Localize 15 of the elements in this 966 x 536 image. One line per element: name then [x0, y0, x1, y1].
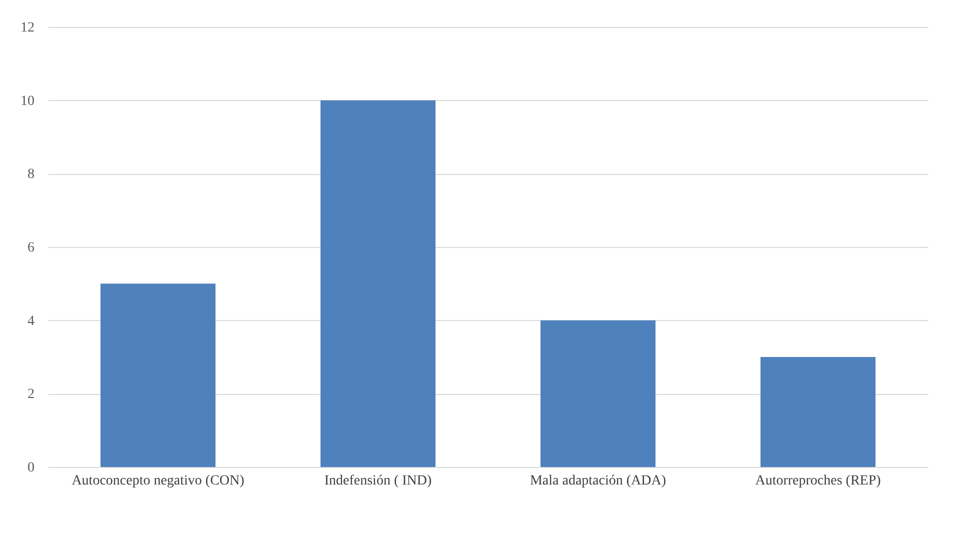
y-tick-label: 8 — [28, 167, 34, 182]
bar — [320, 100, 436, 467]
y-tick-label: 0 — [28, 460, 34, 476]
x-tick-label: Autoconcepto negativo (CON) — [72, 474, 245, 488]
bar — [100, 284, 216, 467]
y-tick-label: 4 — [28, 314, 34, 329]
x-tick-label: Mala adaptación (ADA) — [530, 474, 666, 488]
y-tick-label: 10 — [20, 94, 34, 109]
bar — [540, 320, 656, 467]
x-tick-label: Autorreproches (REP) — [755, 474, 882, 488]
y-tick-label: 6 — [28, 240, 34, 256]
y-tick-label: 2 — [28, 387, 34, 402]
bar — [760, 357, 876, 467]
y-tick-label: 12 — [20, 20, 34, 36]
x-tick-label: Indefensión ( IND) — [324, 474, 432, 488]
